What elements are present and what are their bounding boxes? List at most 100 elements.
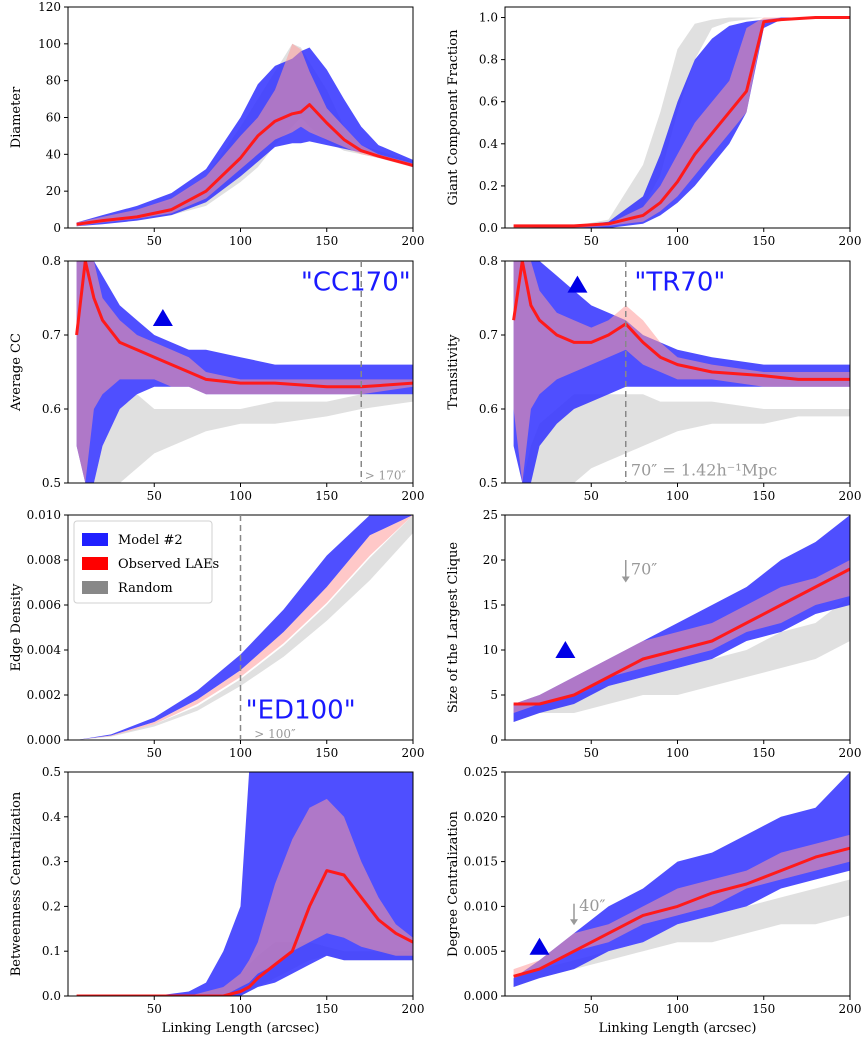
random-band (513, 879, 850, 987)
annotation-text: "TR70" (634, 268, 725, 298)
triangle-marker (152, 308, 173, 326)
x-tick-label: 100 (229, 1002, 252, 1016)
panel-degree-centralization: 50 100 150 200 0.000 0.005 0.010 0.015 0.020 0.02… (446, 765, 861, 1036)
x-tick-label: 200 (839, 234, 862, 248)
annotation-text: 70″ (631, 559, 657, 578)
y-tick-label: 0.020 (464, 810, 498, 824)
x-tick-label: 150 (752, 234, 775, 248)
observed-line (75, 261, 413, 389)
model-band (76, 515, 413, 740)
plot-area (76, 515, 413, 740)
y-tick-label: 0.2 (42, 899, 61, 913)
x-tick-label: 150 (315, 746, 338, 760)
panel-transitivity: 50 100 150 200 0.5 0.6 0.7 0.8 Transitivity "TR70… (446, 254, 861, 503)
x-tick-label: 50 (147, 1002, 162, 1016)
panel-largest-clique: 50 100 150 200 0 5 10 15 20 25 Size of the Largest… (446, 508, 861, 760)
x-tick-label: 50 (147, 234, 162, 248)
y-tick-label: 0.8 (479, 53, 498, 67)
plot-area (512, 261, 850, 483)
observed-band (76, 261, 413, 483)
x-tick-label: 100 (229, 746, 252, 760)
y-axis-label: Transitivity (446, 334, 461, 410)
legend-swatch (82, 533, 108, 546)
model-band (76, 261, 413, 483)
random-band (513, 17, 850, 228)
annotation-text: > 170″ (365, 468, 407, 482)
y-axis-label: Diameter (9, 86, 24, 148)
legend-label: Model #2 (118, 533, 183, 548)
x-tick-label: 100 (666, 489, 689, 503)
x-tick-label: 150 (752, 1002, 775, 1016)
y-axis-label: Edge Density (9, 583, 24, 672)
arrow-head (621, 576, 630, 583)
y-tick-label: 0.2 (479, 179, 498, 193)
panel-edge-density: 50 100 150 200 0.000 0.002 0.004 0.006 0.008 0.01… (9, 508, 424, 760)
observed-band (513, 560, 850, 713)
y-tick-label: 0.5 (42, 476, 61, 490)
x-tick-label: 50 (147, 746, 162, 760)
annotation-text: > 100″ (254, 727, 296, 741)
legend-box (73, 520, 213, 604)
y-tick-label: 40 (46, 147, 61, 161)
panel-average-cc: 50 100 150 200 0.5 0.6 0.7 0.8 Average CC "CC170"… (9, 254, 424, 503)
y-tick-label: 0.8 (42, 254, 61, 268)
y-axis-label: Size of the Largest Clique (446, 542, 461, 714)
panel-giant-component: 50 100 150 200 0.0 0.2 0.4 0.6 0.8 1.0 Giant Compo… (446, 6, 862, 248)
y-tick-label: 100 (38, 37, 61, 51)
x-tick-label: 200 (839, 1002, 862, 1016)
y-axis-label: Degree Centralization (446, 810, 461, 956)
annotation-text: "CC170" (301, 268, 411, 298)
y-tick-label: 0.6 (42, 402, 61, 416)
x-tick-label: 100 (229, 234, 252, 248)
annotation-text: 40″ (579, 896, 605, 915)
y-tick-label: 0.002 (27, 688, 61, 702)
y-tick-label: 20 (483, 553, 498, 567)
observed-band (513, 17, 850, 228)
y-tick-label: 0.5 (479, 476, 498, 490)
plot-area (513, 16, 850, 228)
observed-line (76, 103, 413, 226)
y-tick-label: 5 (490, 688, 498, 702)
random-band (76, 394, 413, 483)
observed-line (513, 16, 850, 228)
y-tick-label: 15 (483, 598, 498, 612)
y-tick-label: 1.0 (479, 11, 498, 25)
y-tick-label: 10 (483, 643, 498, 657)
x-tick-label: 150 (752, 746, 775, 760)
y-tick-label: 0.4 (479, 137, 498, 151)
y-tick-label: 0.3 (42, 855, 61, 869)
x-tick-label: 100 (666, 746, 689, 760)
y-tick-label: 0.005 (464, 944, 498, 958)
plot-area (75, 261, 413, 483)
y-tick-label: 0.025 (464, 765, 498, 779)
observed-band (513, 834, 850, 979)
panel-diameter: 50 100 150 200 0 20 40 60 80 100 120 Diameter (9, 0, 424, 248)
y-tick-label: 0.7 (479, 328, 498, 342)
x-tick-label: 100 (666, 234, 689, 248)
x-tick-label: 50 (584, 234, 599, 248)
x-tick-label: 100 (666, 1002, 689, 1016)
random-band (513, 394, 850, 483)
x-tick-label: 200 (402, 234, 425, 248)
observed-line (513, 846, 850, 978)
y-tick-label: 0.0 (42, 989, 61, 1003)
annotation-text: "ED100" (246, 696, 356, 726)
y-axis-label: Giant Component Fraction (446, 29, 461, 206)
legend-label: Observed LAEs (118, 557, 219, 572)
x-tick-label: 200 (402, 489, 425, 503)
y-tick-label: 0.1 (42, 944, 61, 958)
y-tick-label: 0.5 (42, 765, 61, 779)
x-tick-label: 200 (402, 746, 425, 760)
y-tick-label: 0.010 (464, 899, 498, 913)
x-tick-label: 200 (402, 1002, 425, 1016)
y-tick-label: 0.000 (464, 989, 498, 1003)
plot-area (513, 515, 850, 722)
x-tick-label: 200 (839, 746, 862, 760)
triangle-marker (567, 275, 588, 293)
x-tick-label: 150 (315, 1002, 338, 1016)
x-tick-label: 200 (839, 489, 862, 503)
y-tick-label: 20 (46, 184, 61, 198)
arrow-head (570, 919, 578, 926)
x-tick-label: 50 (584, 489, 599, 503)
plot-area (76, 43, 413, 227)
